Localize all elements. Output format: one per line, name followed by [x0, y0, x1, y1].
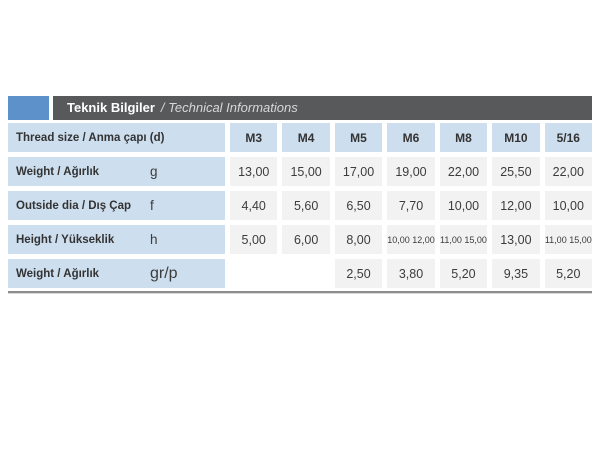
value-cell: 17,00: [334, 157, 383, 186]
value-cell: 7,70: [387, 191, 435, 220]
value-cell: 5,00: [230, 225, 278, 254]
col-header-m6: M6: [387, 123, 435, 152]
value-cell: 10,00: [544, 191, 592, 220]
row-label-weight-g: Weight / Ağırlık g: [8, 157, 225, 186]
section-title: Teknik Bilgiler / Technical Informations: [53, 96, 592, 120]
value-cell: 6,00: [282, 225, 330, 254]
value-cell: 13,00: [492, 225, 540, 254]
value-cell: [282, 259, 329, 288]
row-unit: h: [150, 232, 158, 247]
row-label-text: Weight / Ağırlık: [16, 267, 100, 280]
col-header-m5: M5: [334, 123, 383, 152]
value-cell: 5,20: [439, 259, 488, 288]
value-cell: 9,35: [492, 259, 540, 288]
value-cell: 4,40: [230, 191, 278, 220]
value-cell: 13,00: [230, 157, 278, 186]
value-cell: 5,20: [544, 259, 592, 288]
value-cell: 8,00: [334, 225, 383, 254]
value-cell: 19,00: [387, 157, 435, 186]
col-header-m8: M8: [439, 123, 488, 152]
value-cell: 22,00: [544, 157, 592, 186]
value-cell: 10,00: [439, 191, 488, 220]
value-cell: 2,50: [334, 259, 383, 288]
value-cell: 11,00 15,00: [439, 225, 488, 254]
row-unit: gr/p: [150, 264, 178, 282]
section-title-bar: Teknik Bilgiler / Technical Informations: [8, 96, 592, 120]
row-unit: g: [150, 164, 158, 179]
title-turkish: Teknik Bilgiler: [67, 100, 155, 115]
col-header-m3: M3: [230, 123, 278, 152]
value-cell: 10,00 12,00: [387, 225, 435, 254]
row-label-weight-grp: Weight / Ağırlık gr/p: [8, 259, 225, 288]
row-label-outside-dia: Outside dia / Dış Çap f: [8, 191, 225, 220]
bottom-rule: [8, 291, 592, 294]
accent-square: [8, 96, 49, 120]
row-label-text: Outside dia / Dış Çap: [16, 199, 132, 212]
col-header-5-16: 5/16: [544, 123, 592, 152]
value-cell: 15,00: [282, 157, 330, 186]
title-english: / Technical Informations: [160, 100, 298, 115]
value-cell: 6,50: [334, 191, 383, 220]
value-cell: [230, 259, 277, 288]
value-cell: 25,50: [492, 157, 540, 186]
value-cell: 12,00: [492, 191, 540, 220]
table-header-label: Thread size / Anma çapı (d): [8, 123, 225, 152]
technical-info-panel: Teknik Bilgiler / Technical Informations…: [8, 96, 592, 294]
col-header-m4: M4: [282, 123, 330, 152]
value-cell: 3,80: [387, 259, 435, 288]
value-cell: 11,00 15,00: [544, 225, 592, 254]
row-label-text: Height / Yükseklik: [16, 233, 115, 246]
row-label-height: Height / Yükseklik h: [8, 225, 225, 254]
value-cell: 22,00: [439, 157, 488, 186]
spec-table: Thread size / Anma çapı (d) M3 M4 M5 M6 …: [8, 123, 592, 288]
row-label-text: Weight / Ağırlık: [16, 165, 100, 178]
value-cell: 5,60: [282, 191, 330, 220]
col-header-m10: M10: [492, 123, 540, 152]
row-unit: f: [150, 198, 154, 213]
